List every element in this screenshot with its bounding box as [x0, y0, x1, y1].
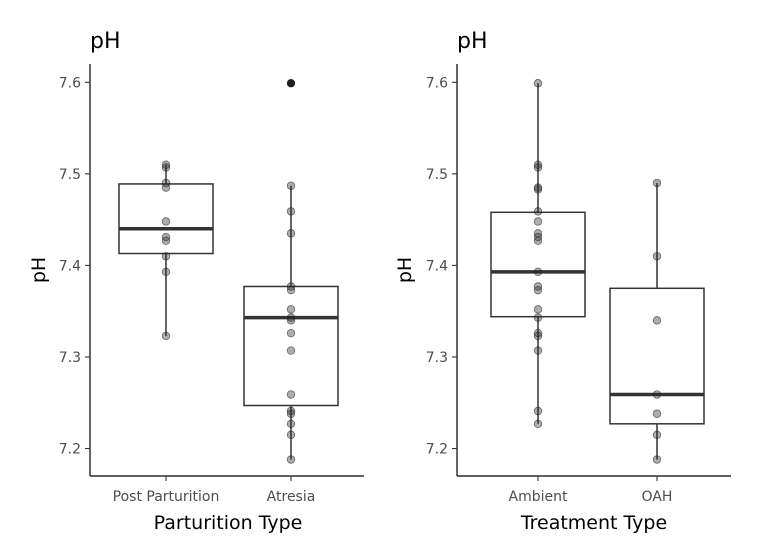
data-point — [286, 346, 296, 355]
y-tick-label: 7.2 — [59, 442, 81, 458]
data-point — [161, 267, 171, 277]
data-point — [286, 207, 296, 216]
data-point — [161, 183, 171, 192]
x-ticks: Post Parturition Atresia — [113, 476, 316, 505]
data-point — [286, 285, 296, 295]
data-point — [286, 313, 296, 322]
data-point — [533, 267, 543, 277]
data-point — [286, 455, 296, 464]
x-tick-label: OAH — [642, 489, 673, 505]
data-point — [161, 252, 171, 261]
y-tick-label: 7.2 — [426, 442, 448, 458]
data-point — [286, 390, 296, 399]
data-point — [652, 252, 662, 261]
data-point — [286, 419, 296, 429]
data-point — [161, 236, 171, 245]
data-point — [652, 390, 662, 399]
data-point — [533, 160, 543, 169]
data-point — [533, 236, 543, 245]
y-tick-label: 7.5 — [59, 167, 81, 183]
box-atresia — [243, 285, 339, 407]
plot-marks — [490, 79, 705, 464]
x-tick-label: Ambient — [509, 489, 568, 505]
x-tick-label: Atresia — [267, 489, 316, 505]
data-point — [286, 79, 296, 88]
data-point — [161, 178, 171, 188]
data-point — [161, 217, 171, 226]
y-axis-title: pH — [394, 257, 416, 283]
data-point — [286, 181, 296, 190]
data-point — [533, 313, 543, 322]
outlier-point — [287, 79, 295, 88]
panel-title: pH — [90, 29, 121, 54]
y-tick-label: 7.6 — [59, 75, 81, 91]
y-tick-label: 7.6 — [426, 75, 448, 91]
data-point — [533, 419, 543, 429]
data-point — [286, 328, 296, 338]
x-axis-title: Parturition Type — [154, 512, 303, 534]
data-point — [533, 207, 543, 216]
panel-parturition: pH Parturition Type pH 7.2 7.3 7.4 7.5 7.6 P… — [28, 29, 364, 534]
data-point — [652, 178, 662, 188]
data-point — [286, 409, 296, 418]
box-oah — [609, 287, 705, 425]
x-axis-title: Treatment Type — [520, 512, 667, 534]
data-point — [533, 331, 543, 341]
data-point — [286, 229, 296, 238]
data-point — [652, 409, 662, 418]
data-point — [652, 316, 662, 325]
data-point — [533, 217, 543, 226]
y-tick-label: 7.4 — [426, 258, 448, 274]
data-point — [533, 305, 543, 314]
y-tick-label: 7.3 — [59, 350, 81, 366]
plot-marks — [118, 79, 339, 464]
data-point — [533, 328, 543, 338]
data-point — [533, 406, 543, 416]
box-ambient — [490, 211, 586, 318]
panel-title: pH — [457, 29, 488, 54]
data-point — [161, 163, 171, 172]
y-ticks: 7.2 7.3 7.4 7.5 7.6 — [59, 75, 90, 458]
data-point — [533, 79, 543, 88]
y-tick-label: 7.4 — [59, 258, 81, 274]
data-point — [286, 406, 296, 416]
box-post-parturition — [118, 183, 214, 255]
data-point — [533, 163, 543, 172]
data-point — [652, 455, 662, 464]
data-point — [161, 160, 171, 169]
data-point — [533, 285, 543, 295]
data-point — [533, 185, 543, 194]
y-tick-label: 7.3 — [426, 350, 448, 366]
data-point — [286, 305, 296, 314]
y-ticks: 7.2 7.3 7.4 7.5 7.6 — [426, 75, 457, 458]
data-point — [161, 331, 171, 341]
data-point — [286, 316, 296, 325]
data-point — [286, 430, 296, 439]
y-tick-label: 7.5 — [426, 167, 448, 183]
data-point — [652, 430, 662, 439]
x-ticks: Ambient OAH — [509, 476, 673, 505]
x-tick-label: Post Parturition — [113, 489, 220, 505]
y-axis-title: pH — [28, 257, 50, 283]
panel-treatment: pH Treatment Type pH 7.2 7.3 7.4 7.5 7.6 Amb… — [394, 29, 731, 534]
data-point — [533, 346, 543, 355]
